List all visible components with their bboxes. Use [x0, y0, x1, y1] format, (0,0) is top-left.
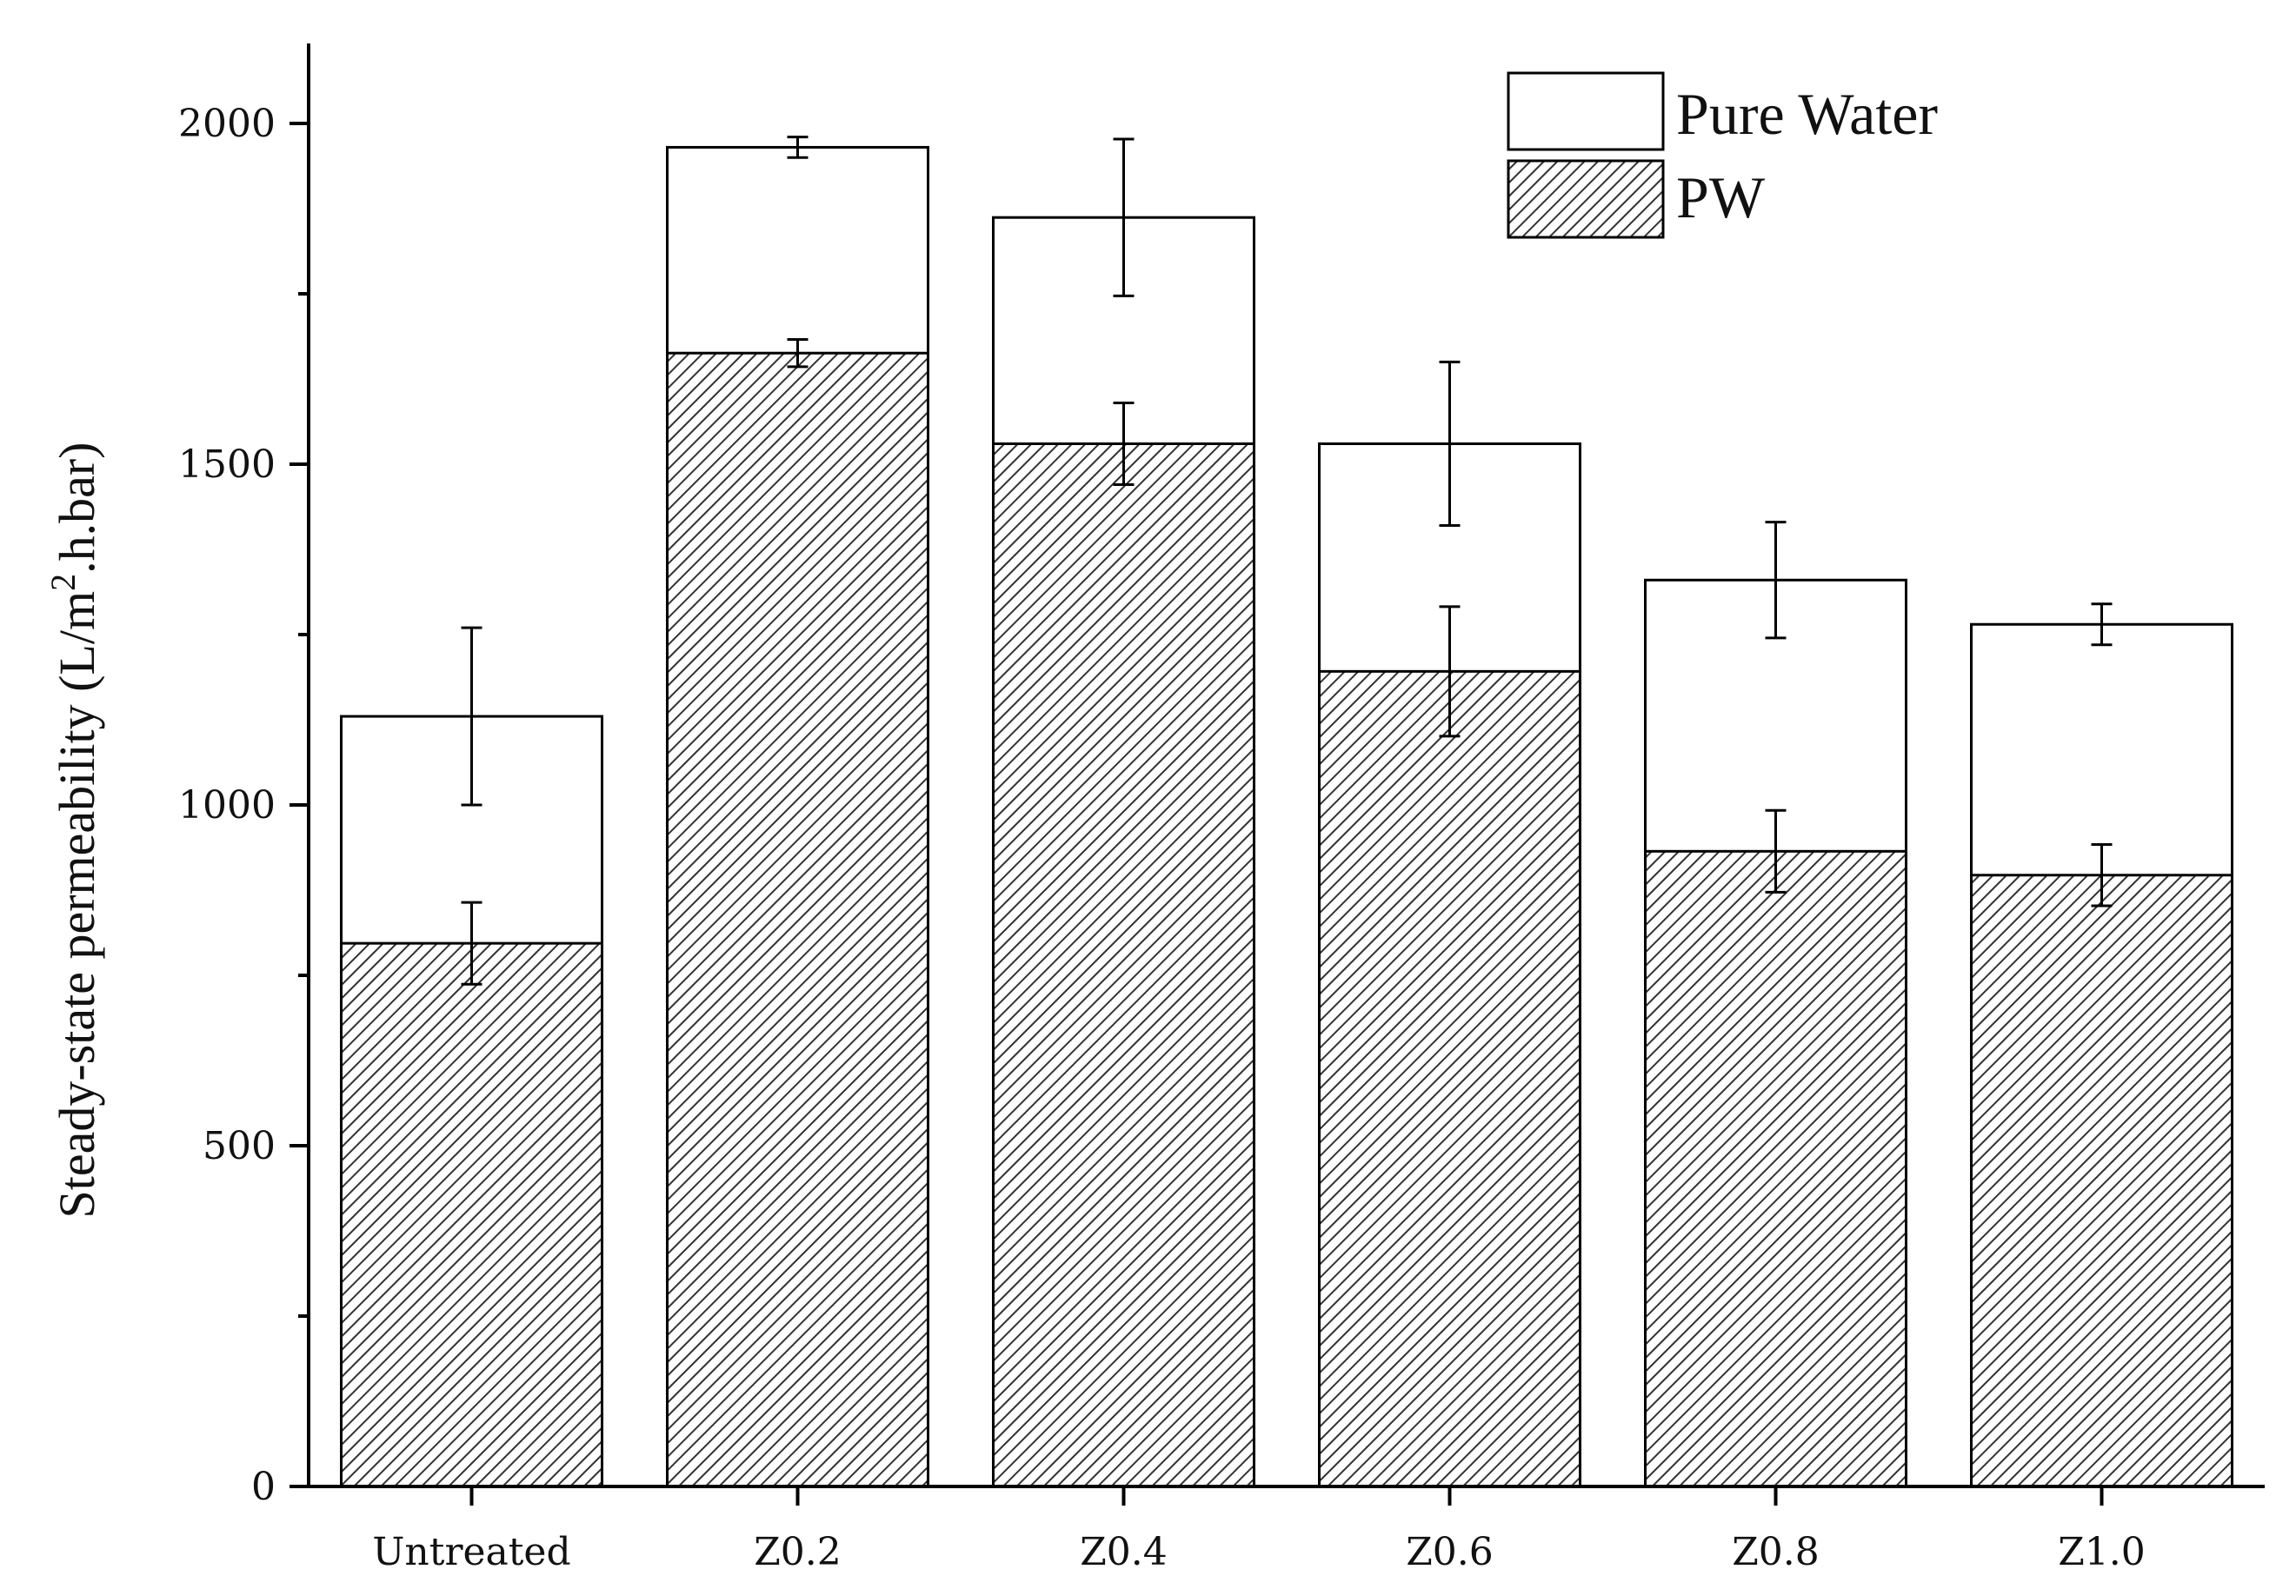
- bar-pw-z0-4: [992, 442, 1255, 1488]
- y-tick-label-500: 500: [203, 1124, 276, 1168]
- x-tick-label-untreated: Untreated: [372, 1530, 570, 1574]
- y-axis-label: Steady-state permeability (L/m2.h.bar): [43, 442, 105, 1219]
- bar-pw-untreated: [340, 941, 603, 1488]
- y-tick-label-1500: 1500: [178, 442, 276, 487]
- x-tick-label-z0-4: Z0.4: [1080, 1530, 1168, 1574]
- bars-layer: [340, 136, 2233, 1488]
- error-bar-pw-z0-4: [1113, 401, 1135, 487]
- x-tick-label-z0-2: Z0.2: [754, 1530, 842, 1574]
- y-axis-label-superscript: 2: [43, 574, 83, 591]
- legend-swatch-pw: [1507, 159, 1665, 239]
- error-bar-pure-water-z0-4: [1113, 137, 1135, 297]
- legend: Pure Water PW: [1507, 71, 1938, 239]
- bar-pw-z0-6: [1318, 669, 1581, 1488]
- y-tick-label-1000: 1000: [178, 783, 276, 828]
- axes-layer: Untreated Z0.2 Z0.4 Z0.6 Z0.8 Z1.0 0 500 1000 150…: [178, 43, 2265, 1574]
- x-tick-label-z0-8: Z0.8: [1732, 1530, 1820, 1574]
- x-tick-label-z0-6: Z0.6: [1406, 1530, 1494, 1574]
- error-bar-pure-water-z0-8: [1765, 521, 1787, 640]
- error-bar-pure-water-z0-6: [1439, 360, 1461, 528]
- bar-pw-z0-8: [1644, 849, 1907, 1488]
- error-bar-pure-water-z1-0: [2091, 602, 2113, 647]
- error-bar-pw-z0-8: [1765, 808, 1787, 894]
- y-axis-label-prefix: Steady-state permeability (L/m: [49, 591, 105, 1219]
- y-axis-label-suffix: .h.bar): [49, 442, 105, 574]
- legend-label-pw: PW: [1676, 164, 1766, 230]
- legend-label-pure-water: Pure Water: [1676, 81, 1938, 147]
- error-bar-pw-z1-0: [2091, 842, 2113, 908]
- error-bar-pw-z0-2: [787, 338, 809, 369]
- error-bar-pure-water-z0-2: [787, 136, 809, 159]
- x-tick-label-z1-0: Z1.0: [2058, 1530, 2146, 1574]
- y-tick-label-2000: 2000: [178, 102, 276, 146]
- legend-swatch-pure-water: [1507, 71, 1665, 151]
- error-bar-pure-water-untreated: [461, 626, 482, 807]
- bar-pw-z0-2: [666, 351, 929, 1488]
- bar-pw-z1-0: [1970, 874, 2233, 1488]
- error-bar-pw-untreated: [461, 901, 482, 986]
- error-bar-pw-z0-6: [1439, 605, 1461, 738]
- y-tick-label-0: 0: [251, 1465, 276, 1509]
